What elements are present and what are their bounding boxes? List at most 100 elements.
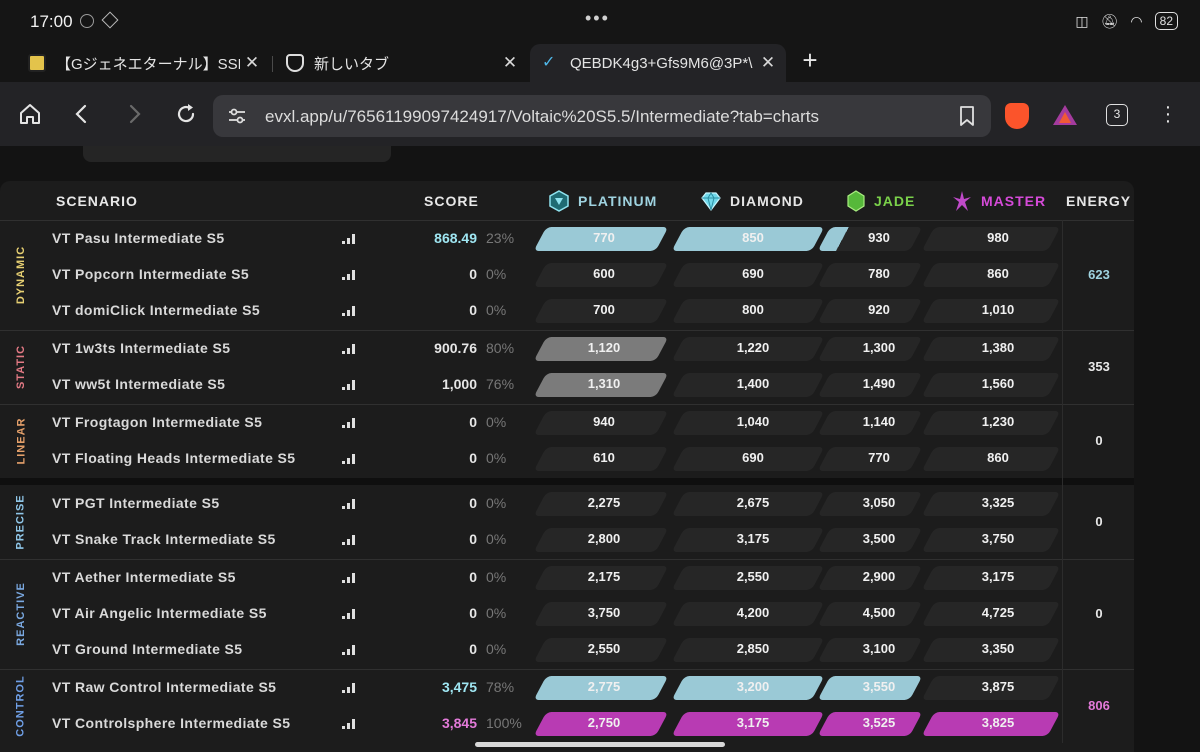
- scenario-name[interactable]: VT domiClick Intermediate S5: [52, 302, 261, 318]
- leaderboard-icon[interactable]: [342, 380, 356, 390]
- diamond-rank-icon: [701, 192, 721, 211]
- tab-count-button[interactable]: 3: [1106, 104, 1128, 126]
- score-percent: 0%: [486, 495, 507, 511]
- threshold-value: 3,750: [587, 605, 621, 620]
- threshold-value: 3,100: [862, 641, 896, 656]
- new-tab-button[interactable]: +: [802, 45, 818, 75]
- scenario-row[interactable]: VT 1w3ts Intermediate S5 900.76 80% 1,120 1,…: [0, 331, 1134, 367]
- leaderboard-icon[interactable]: [342, 270, 356, 280]
- back-icon: [75, 104, 87, 124]
- tab-new[interactable]: 新しいタブ ✕: [286, 44, 522, 82]
- menu-icon[interactable]: · · ·: [1164, 96, 1172, 132]
- scenario-row[interactable]: VT Snake Track Intermediate S5 0 0% 2,800 3,…: [0, 522, 1134, 558]
- forward-button[interactable]: [118, 98, 150, 130]
- scenario-row[interactable]: VT Air Angelic Intermediate S5 0 0% 3,750 4,…: [0, 596, 1134, 632]
- close-tab-icon[interactable]: ✕: [760, 53, 776, 72]
- threshold-value: 3,325: [981, 495, 1015, 510]
- bookmark-icon[interactable]: [958, 105, 976, 127]
- threshold-value: 4,500: [862, 605, 896, 620]
- scenario-name[interactable]: VT 1w3ts Intermediate S5: [52, 340, 231, 356]
- threshold-value: 3,875: [981, 679, 1015, 694]
- home-indicator[interactable]: [475, 742, 725, 747]
- scenario-name[interactable]: VT Controlsphere Intermediate S5: [52, 715, 291, 731]
- header-divider: [0, 220, 1134, 221]
- score-percent: 0%: [486, 414, 507, 430]
- score-percent: 0%: [486, 569, 507, 585]
- address-bar[interactable]: evxl.app/u/76561199097424917/Voltaic%20S…: [213, 95, 991, 137]
- leaderboard-icon[interactable]: [342, 234, 356, 244]
- threshold-value: 2,675: [736, 495, 770, 510]
- scenario-name[interactable]: VT Aether Intermediate S5: [52, 569, 236, 585]
- leaderboard-icon[interactable]: [342, 418, 356, 428]
- forward-icon: [129, 104, 141, 124]
- brave-shields-icon[interactable]: [1005, 103, 1029, 129]
- leaderboard-icon[interactable]: [342, 454, 356, 464]
- threshold-value: 3,500: [862, 531, 896, 546]
- threshold-value: 1,300: [862, 340, 896, 355]
- threshold-value: 2,900: [862, 569, 896, 584]
- scenario-name[interactable]: VT PGT Intermediate S5: [52, 495, 220, 511]
- back-button[interactable]: [66, 98, 98, 130]
- close-tab-icon[interactable]: ✕: [244, 53, 260, 72]
- scenario-name[interactable]: VT Raw Control Intermediate S5: [52, 679, 277, 695]
- scenario-row[interactable]: VT Raw Control Intermediate S5 3,475 78% 2,…: [0, 670, 1134, 706]
- scenario-row[interactable]: VT Frogtagon Intermediate S5 0 0% 940 1,040 1…: [0, 405, 1134, 441]
- leaderboard-icon[interactable]: [342, 719, 356, 729]
- scenario-name[interactable]: VT Popcorn Intermediate S5: [52, 266, 250, 282]
- leaderboard-icon[interactable]: [342, 535, 356, 545]
- scenario-row[interactable]: VT Controlsphere Intermediate S5 3,845 100…: [0, 706, 1134, 742]
- brave-rewards-icon[interactable]: [1052, 103, 1078, 127]
- scenario-name[interactable]: VT Snake Track Intermediate S5: [52, 531, 276, 547]
- leaderboard-icon[interactable]: [342, 609, 356, 619]
- home-button[interactable]: [14, 98, 46, 130]
- leaderboard-icon[interactable]: [342, 306, 356, 316]
- scenario-name[interactable]: VT Ground Intermediate S5: [52, 641, 243, 657]
- leaderboard-icon[interactable]: [342, 683, 356, 693]
- scenario-name[interactable]: VT Floating Heads Intermediate S5: [52, 450, 296, 466]
- leaderboard-icon[interactable]: [342, 645, 356, 655]
- threshold-value: 2,550: [736, 569, 770, 584]
- threshold-value: 770: [868, 450, 890, 465]
- scenario-row[interactable]: VT PGT Intermediate S5 0 0% 2,275 2,675 3,050…: [0, 486, 1134, 522]
- multitask-dots[interactable]: •••: [585, 8, 610, 28]
- leaderboard-icon[interactable]: [342, 499, 356, 509]
- threshold-value: 940: [593, 414, 615, 429]
- scenario-row[interactable]: VT ww5t Intermediate S5 1,000 76% 1,310 1,40…: [0, 367, 1134, 403]
- brave-shield-icon: [286, 54, 304, 72]
- header-score: SCORE: [424, 193, 479, 209]
- benchmark-table: SCENARIO SCORE PLATINUM DIAMOND JADE MAS…: [0, 181, 1134, 752]
- score-value: 0: [469, 495, 477, 511]
- scenario-row[interactable]: VT Ground Intermediate S5 0 0% 2,550 2,850 3,…: [0, 632, 1134, 668]
- threshold-value: 1,010: [981, 302, 1015, 317]
- scenario-name[interactable]: VT Air Angelic Intermediate S5: [52, 605, 267, 621]
- energy-value: 806: [1088, 698, 1110, 713]
- scenario-name[interactable]: VT ww5t Intermediate S5: [52, 376, 226, 392]
- search-box[interactable]: [83, 146, 391, 162]
- scenario-row[interactable]: VT domiClick Intermediate S5 0 0% 700 800 920…: [0, 293, 1134, 329]
- status-icons: ◫ 🔕︎ ◠ 82: [1075, 12, 1178, 30]
- threshold-value: 1,220: [736, 340, 770, 355]
- threshold-value: 860: [987, 266, 1009, 281]
- leaderboard-icon[interactable]: [342, 573, 356, 583]
- jade-rank-icon: [847, 190, 865, 212]
- threshold-value: 2,275: [587, 495, 621, 510]
- site-settings-icon[interactable]: [227, 106, 247, 126]
- scenario-name[interactable]: VT Pasu Intermediate S5: [52, 230, 225, 246]
- leaderboard-icon[interactable]: [342, 344, 356, 354]
- energy-value: 353: [1088, 359, 1110, 374]
- score-percent: 0%: [486, 641, 507, 657]
- threshold-value: 3,750: [981, 531, 1015, 546]
- close-tab-icon[interactable]: ✕: [502, 53, 518, 72]
- scenario-row[interactable]: VT Pasu Intermediate S5 868.49 23% 770 850 93…: [0, 221, 1134, 257]
- energy-column-divider: [1062, 220, 1063, 743]
- url-text[interactable]: evxl.app/u/76561199097424917/Voltaic%20S…: [265, 107, 820, 126]
- scenario-row[interactable]: VT Popcorn Intermediate S5 0 0% 600 690 780 86…: [0, 257, 1134, 293]
- scenario-row[interactable]: VT Aether Intermediate S5 0 0% 2,175 2,550 2,…: [0, 560, 1134, 596]
- threshold-value: 920: [868, 302, 890, 317]
- tab-gundam[interactable]: 【Gジェネエターナル】SSR ✕: [28, 44, 264, 82]
- reload-button[interactable]: [170, 98, 202, 130]
- tab-evxl-active[interactable]: ✓ QEBDK4g3+Gfs9M6@3P*\ ✕: [530, 44, 786, 82]
- scenario-name[interactable]: VT Frogtagon Intermediate S5: [52, 414, 263, 430]
- scenario-row[interactable]: VT Floating Heads Intermediate S5 0 0% 610 6…: [0, 441, 1134, 477]
- threshold-value: 3,175: [736, 531, 770, 546]
